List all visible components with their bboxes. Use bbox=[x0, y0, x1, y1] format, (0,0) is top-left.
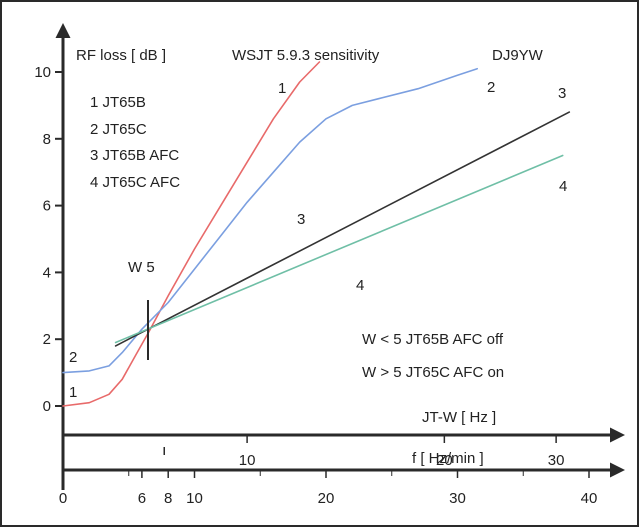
w5-annotation: W 5 bbox=[128, 259, 155, 276]
y-tick-label: 8 bbox=[43, 131, 51, 148]
curve-label: 4 bbox=[356, 277, 364, 294]
x-tick-label-jtw: 10 bbox=[239, 452, 256, 469]
curve-label: 2 bbox=[487, 79, 495, 96]
x-ticks-frequency: 0 6 8 10 20 30 40 bbox=[59, 470, 598, 507]
mode-note: W < 5 JT65B AFC off bbox=[362, 331, 504, 348]
x-axis-frequency-label: f [ Hz/min ] bbox=[412, 450, 484, 467]
y-tick-label: 2 bbox=[43, 331, 51, 348]
legend-entry: 2 JT65C bbox=[90, 121, 147, 138]
x-axis-jtw-label: JT-W [ Hz ] bbox=[422, 409, 496, 426]
y-tick-label: 4 bbox=[43, 264, 51, 281]
series-lines bbox=[62, 61, 571, 407]
y-axis-label: RF loss [ dB ] bbox=[76, 47, 166, 64]
x-tick-label-frequency: 40 bbox=[581, 490, 598, 507]
series-line-4 bbox=[114, 154, 564, 344]
legend-entry: 3 JT65B AFC bbox=[90, 147, 179, 164]
mode-note: W > 5 JT65C AFC on bbox=[362, 364, 504, 381]
y-tick-label: 0 bbox=[43, 398, 51, 415]
x-tick-label-frequency: 10 bbox=[186, 490, 203, 507]
series-line-3 bbox=[114, 111, 571, 347]
y-tick-label: 10 bbox=[34, 64, 51, 81]
curve-label: 2 bbox=[69, 349, 77, 366]
curve-label: 1 bbox=[69, 384, 77, 401]
x-ticks-jtw: 10 20 30 bbox=[163, 435, 565, 469]
legend-entry: 1 JT65B bbox=[90, 94, 146, 111]
legend-entry: 4 JT65C AFC bbox=[90, 174, 180, 191]
x-tick-label-jtw: 20 bbox=[436, 452, 453, 469]
chart-author: DJ9YW bbox=[492, 47, 544, 64]
curve-label: 3 bbox=[297, 211, 305, 228]
x-tick-label-frequency: 0 bbox=[59, 490, 67, 507]
x-tick-label-jtw: 30 bbox=[548, 452, 565, 469]
curve-label: 4 bbox=[559, 178, 567, 195]
x-tick-label-frequency: 20 bbox=[318, 490, 335, 507]
series-line-2 bbox=[62, 67, 479, 374]
series-line-1 bbox=[62, 61, 321, 407]
chart-title: WSJT 5.9.3 sensitivity bbox=[232, 47, 380, 64]
x-tick-label-frequency: 6 bbox=[138, 490, 146, 507]
x-tick-label-frequency: 8 bbox=[164, 490, 172, 507]
y-tick-label: 6 bbox=[43, 198, 51, 215]
x-tick-label-frequency: 30 bbox=[449, 490, 466, 507]
curve-label: 3 bbox=[558, 85, 566, 102]
y-ticks: 0 2 4 6 8 10 bbox=[34, 64, 63, 415]
curve-label: 1 bbox=[278, 80, 286, 97]
